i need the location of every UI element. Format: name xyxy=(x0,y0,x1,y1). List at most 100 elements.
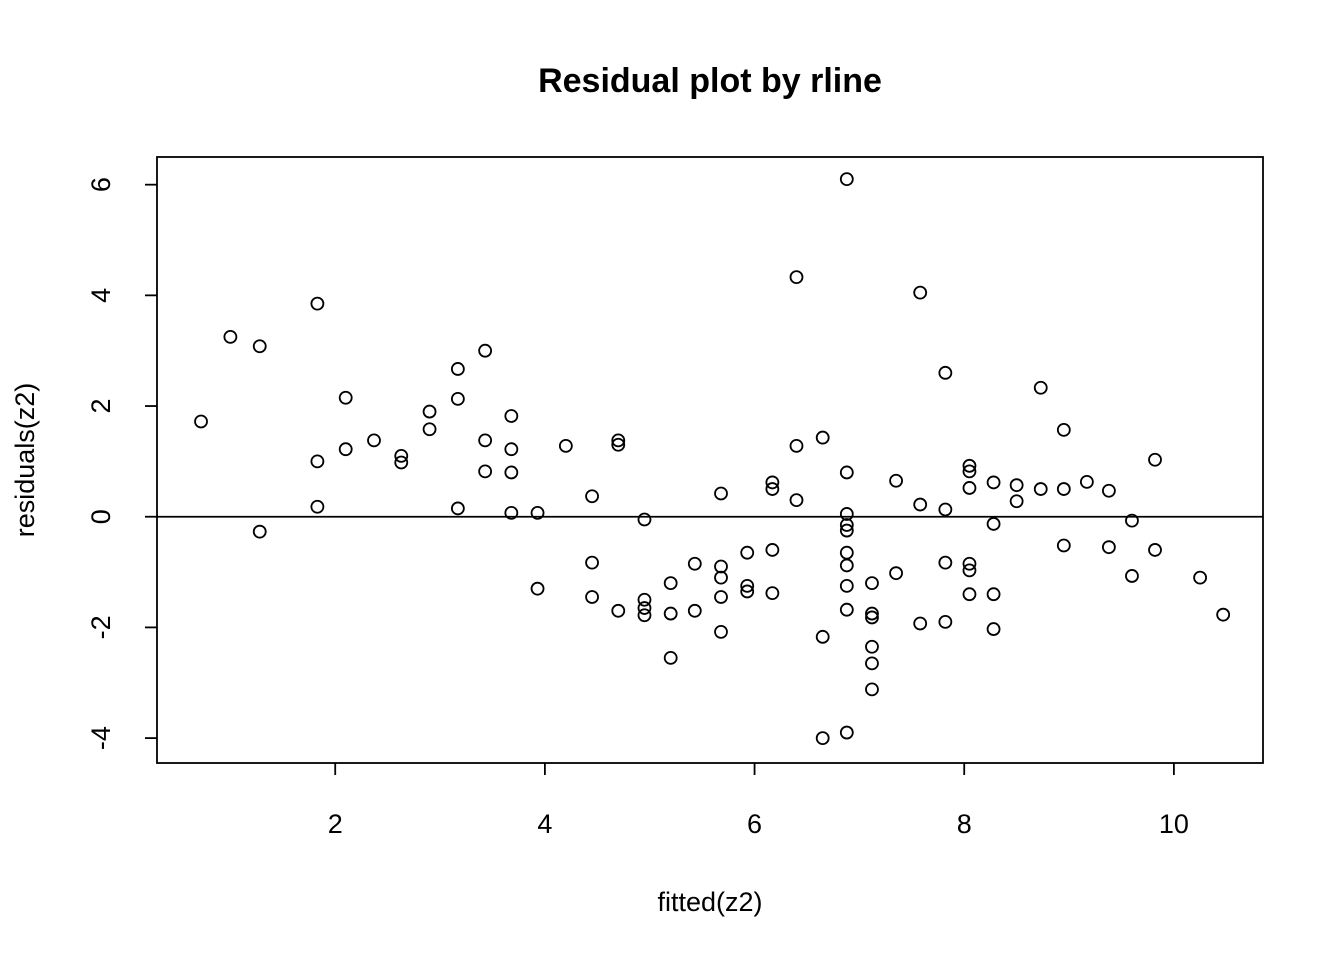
data-point xyxy=(1216,607,1231,622)
data-point xyxy=(865,576,879,591)
data-point xyxy=(585,489,599,504)
data-point xyxy=(765,586,780,600)
data-point xyxy=(714,559,728,574)
y-tick-label: 4 xyxy=(86,288,116,303)
data-point xyxy=(394,455,409,470)
data-point xyxy=(839,579,854,593)
data-point xyxy=(1101,483,1116,498)
data-point xyxy=(663,606,678,621)
data-point xyxy=(962,464,977,479)
data-point xyxy=(839,172,854,187)
x-axis: 2 4 6 8 10 xyxy=(328,763,1189,839)
data-point xyxy=(962,563,977,578)
data-point xyxy=(338,442,353,457)
data-point xyxy=(1056,422,1071,437)
data-point xyxy=(865,656,879,671)
data-point xyxy=(962,587,977,602)
data-point xyxy=(986,475,1001,490)
data-point xyxy=(450,362,465,376)
data-point xyxy=(938,502,953,517)
data-point xyxy=(865,682,879,697)
data-point xyxy=(765,543,780,557)
data-point xyxy=(889,566,903,581)
data-point xyxy=(1033,380,1048,395)
data-point xyxy=(839,518,854,532)
data-point xyxy=(714,590,728,604)
data-point xyxy=(310,454,325,469)
y-tick-label: 6 xyxy=(86,177,116,192)
data-point xyxy=(611,437,626,452)
data-point xyxy=(611,603,626,618)
data-point xyxy=(839,558,854,573)
plot-frame xyxy=(156,156,1264,764)
data-point xyxy=(765,482,780,496)
data-point xyxy=(913,497,928,512)
data-point xyxy=(938,555,953,570)
data-point xyxy=(740,545,755,560)
data-point xyxy=(865,606,879,621)
data-point xyxy=(865,639,879,654)
data-point xyxy=(478,433,493,448)
data-point xyxy=(789,438,804,453)
data-point xyxy=(839,602,854,617)
data-point xyxy=(986,587,1001,602)
data-point xyxy=(310,296,325,311)
data-point xyxy=(1193,570,1207,585)
data-point xyxy=(740,584,755,599)
data-point xyxy=(1009,478,1024,493)
data-point xyxy=(839,523,854,538)
data-point xyxy=(839,725,854,740)
data-point xyxy=(789,493,804,508)
data-point xyxy=(687,603,702,618)
y-tick-label: -4 xyxy=(86,726,116,750)
data-point xyxy=(1148,543,1162,557)
data-point xyxy=(530,581,545,596)
data-point xyxy=(637,608,652,623)
data-point xyxy=(637,592,652,607)
data-point xyxy=(585,555,599,570)
data-point xyxy=(194,414,208,429)
data-point xyxy=(889,473,903,488)
data-point xyxy=(611,433,626,448)
data-point xyxy=(338,390,353,405)
data-point xyxy=(637,512,652,527)
data-point xyxy=(1125,569,1139,583)
data-point xyxy=(714,624,728,639)
data-point xyxy=(663,576,678,591)
data-point xyxy=(504,505,519,520)
data-point xyxy=(740,579,755,593)
data-point xyxy=(714,570,728,585)
data-point xyxy=(637,601,652,615)
x-tick-label: 10 xyxy=(1159,809,1189,839)
data-point xyxy=(839,507,854,521)
data-point xyxy=(450,501,465,516)
data-point xyxy=(478,343,493,358)
x-tick-label: 6 xyxy=(747,809,762,839)
data-point xyxy=(1079,474,1094,489)
data-point xyxy=(1056,482,1071,496)
y-axis-label: residuals(z2) xyxy=(10,383,40,538)
data-point xyxy=(839,465,854,480)
data-point xyxy=(394,448,409,463)
data-point xyxy=(687,556,702,571)
data-point xyxy=(1033,482,1048,496)
data-point xyxy=(310,499,325,514)
data-point xyxy=(367,433,381,448)
data-point xyxy=(422,422,437,437)
data-point xyxy=(663,650,678,665)
data-point xyxy=(252,339,267,354)
data-point xyxy=(1009,494,1024,509)
data-point xyxy=(815,629,830,644)
data-point xyxy=(962,556,977,571)
data-point xyxy=(913,616,928,631)
data-point xyxy=(839,545,854,560)
data-point xyxy=(1148,452,1162,467)
data-point xyxy=(962,481,977,495)
data-point xyxy=(422,404,437,419)
data-point xyxy=(1101,540,1116,555)
chart-title: Residual plot by rline xyxy=(538,62,882,100)
y-tick-label: -2 xyxy=(86,615,116,639)
data-point xyxy=(765,475,780,490)
data-point xyxy=(252,524,267,539)
